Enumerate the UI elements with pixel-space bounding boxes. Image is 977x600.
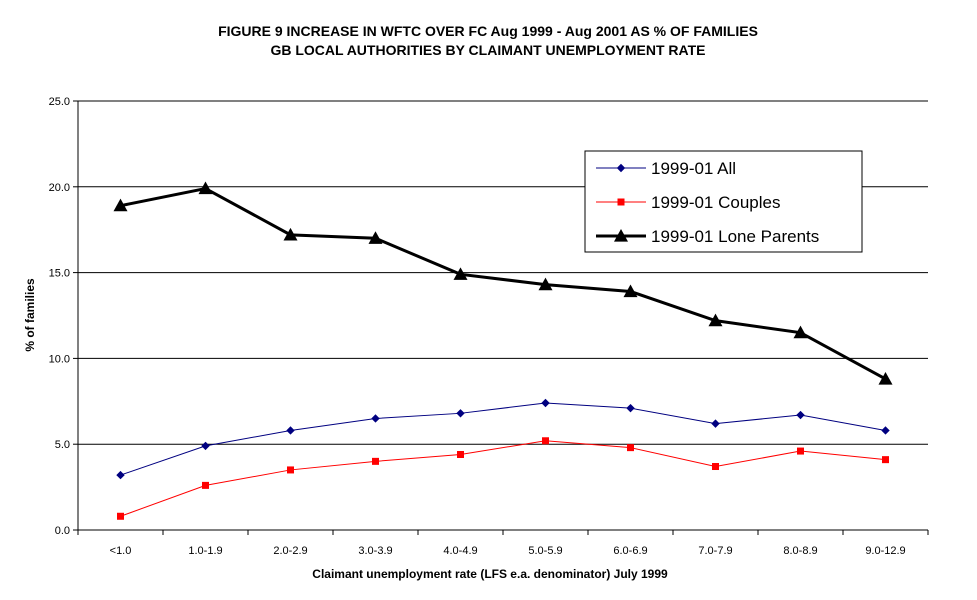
data-point-square <box>457 450 464 458</box>
x-tick-label: 2.0-2.9 <box>273 545 307 557</box>
x-axis-label: Claimant unemployment rate (LFS e.a. den… <box>312 567 668 581</box>
data-point-triangle <box>283 227 298 241</box>
data-point-triangle <box>793 325 808 339</box>
data-point-triangle <box>198 181 213 195</box>
x-tick-label: 7.0-7.9 <box>698 545 732 557</box>
data-point-diamond <box>541 398 550 408</box>
data-point-triangle <box>453 267 468 280</box>
x-tick-label: 8.0-8.9 <box>783 545 817 557</box>
y-axis-ticks: 0.0 5.0 10.0 15.0 20.0 25.0 <box>49 96 78 537</box>
x-tick-label: 6.0-6.9 <box>613 545 647 557</box>
x-tick-label: 9.0-12.9 <box>865 545 905 557</box>
y-tick-label: 5.0 <box>55 439 70 451</box>
series-3 <box>113 181 893 385</box>
y-tick-label: 20.0 <box>49 182 70 194</box>
y-axis-label: % of families <box>23 278 37 352</box>
chart-subtitle: GB LOCAL AUTHORITIES BY CLAIMANT UNEMPLO… <box>270 42 705 58</box>
x-tick-label: 5.0-5.9 <box>528 545 562 557</box>
data-point-square <box>617 198 625 206</box>
x-axis-ticks: <1.0 1.0-1.9 2.0-2.9 3.0-3.9 4.0-4.9 5.0-5.9 6… <box>77 530 929 557</box>
data-point-diamond <box>116 470 125 480</box>
data-point-triangle <box>708 313 723 327</box>
series-1 <box>116 398 890 480</box>
data-point-diamond <box>286 426 295 435</box>
series-line <box>120 186 887 381</box>
data-point-square <box>202 481 209 489</box>
data-point-triangle <box>538 277 553 291</box>
data-point-diamond <box>881 426 890 435</box>
series-line <box>120 440 886 517</box>
legend-label: 1999-01 Couples <box>651 193 780 212</box>
data-point-diamond <box>371 414 380 423</box>
data-point-diamond <box>796 410 805 420</box>
x-tick-label: 3.0-3.9 <box>358 545 392 557</box>
series-line <box>120 402 886 476</box>
data-point-square <box>797 447 804 455</box>
data-point-diamond <box>201 441 210 451</box>
legend-label: 1999-01 All <box>651 159 736 178</box>
x-tick-label: 4.0-4.9 <box>443 545 477 557</box>
data-point-diamond <box>711 419 720 428</box>
series-group <box>113 181 893 520</box>
x-tick-label: 1.0-1.9 <box>188 545 222 557</box>
data-point-diamond <box>626 403 635 413</box>
series-2 <box>117 437 889 520</box>
y-tick-label: 10.0 <box>49 353 70 365</box>
data-point-triangle <box>878 371 893 385</box>
data-point-diamond <box>456 409 465 418</box>
legend-label: 1999-01 Lone Parents <box>651 227 819 246</box>
data-point-triangle <box>623 284 638 298</box>
data-point-square <box>372 457 379 465</box>
legend: 1999-01 All 1999-01 Couples 1999-01 Lone P… <box>584 150 863 253</box>
chart-title: FIGURE 9 INCREASE IN WFTC OVER FC Aug 19… <box>218 23 758 39</box>
data-point-square <box>882 456 889 464</box>
y-tick-label: 0.0 <box>55 525 70 537</box>
data-point-square <box>712 463 719 471</box>
data-point-square <box>287 466 294 474</box>
data-point-triangle <box>368 231 383 244</box>
data-point-diamond <box>616 163 626 173</box>
y-tick-label: 25.0 <box>49 96 70 108</box>
data-point-square <box>542 437 549 445</box>
data-point-square <box>627 444 634 452</box>
x-tick-label: <1.0 <box>110 545 132 557</box>
data-point-triangle <box>113 198 128 212</box>
axes <box>77 101 928 531</box>
data-point-triangle <box>614 229 628 242</box>
data-point-square <box>117 512 124 520</box>
y-tick-label: 15.0 <box>49 268 70 280</box>
